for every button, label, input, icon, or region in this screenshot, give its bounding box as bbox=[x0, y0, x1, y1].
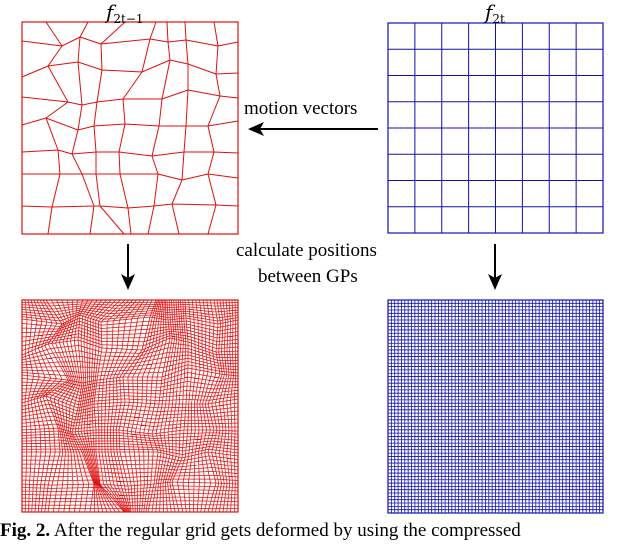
deformed-dense-grid-lines bbox=[21, 299, 239, 513]
caption-prefix: Fig. 2. bbox=[0, 520, 51, 541]
dense-regular-grid-frame bbox=[387, 299, 604, 514]
frame-right-symbol: f bbox=[485, 0, 493, 24]
regular-dense-grid bbox=[387, 299, 604, 514]
down-arrow-left-head bbox=[121, 274, 135, 290]
between-gps-label: between GPs bbox=[258, 266, 358, 287]
frame-left-subscript: 2t−1 bbox=[113, 12, 144, 26]
motion-arrow-head bbox=[248, 122, 264, 136]
dense-regular-grid-lines bbox=[388, 300, 603, 513]
figure-caption: Fig. 2. After the regular grid gets defo… bbox=[0, 520, 521, 542]
caption-text: After the regular grid gets deformed by … bbox=[53, 520, 521, 541]
calculate-positions-label: calculate positions bbox=[236, 240, 377, 261]
down-arrow-right-head bbox=[488, 274, 502, 290]
deformed-dense-grid-frame bbox=[21, 299, 239, 513]
frame-left-symbol: f bbox=[106, 0, 114, 24]
deformed-dense-grid bbox=[21, 299, 239, 513]
deformed-grid-lines bbox=[21, 21, 239, 235]
motion-vectors-label: motion vectors bbox=[244, 98, 358, 119]
deformed-coarse-grid bbox=[21, 21, 239, 235]
regular-grid-lines bbox=[388, 23, 603, 233]
frame-left-label: f2t−1 bbox=[106, 0, 144, 26]
arrows bbox=[121, 122, 502, 290]
frame-right-subscript: 2t bbox=[492, 12, 505, 26]
regular-coarse-grid bbox=[387, 22, 604, 234]
frame-right-label: f2t bbox=[485, 0, 505, 26]
regular-grid-frame bbox=[387, 22, 604, 234]
deformed-grid-frame bbox=[21, 21, 239, 235]
